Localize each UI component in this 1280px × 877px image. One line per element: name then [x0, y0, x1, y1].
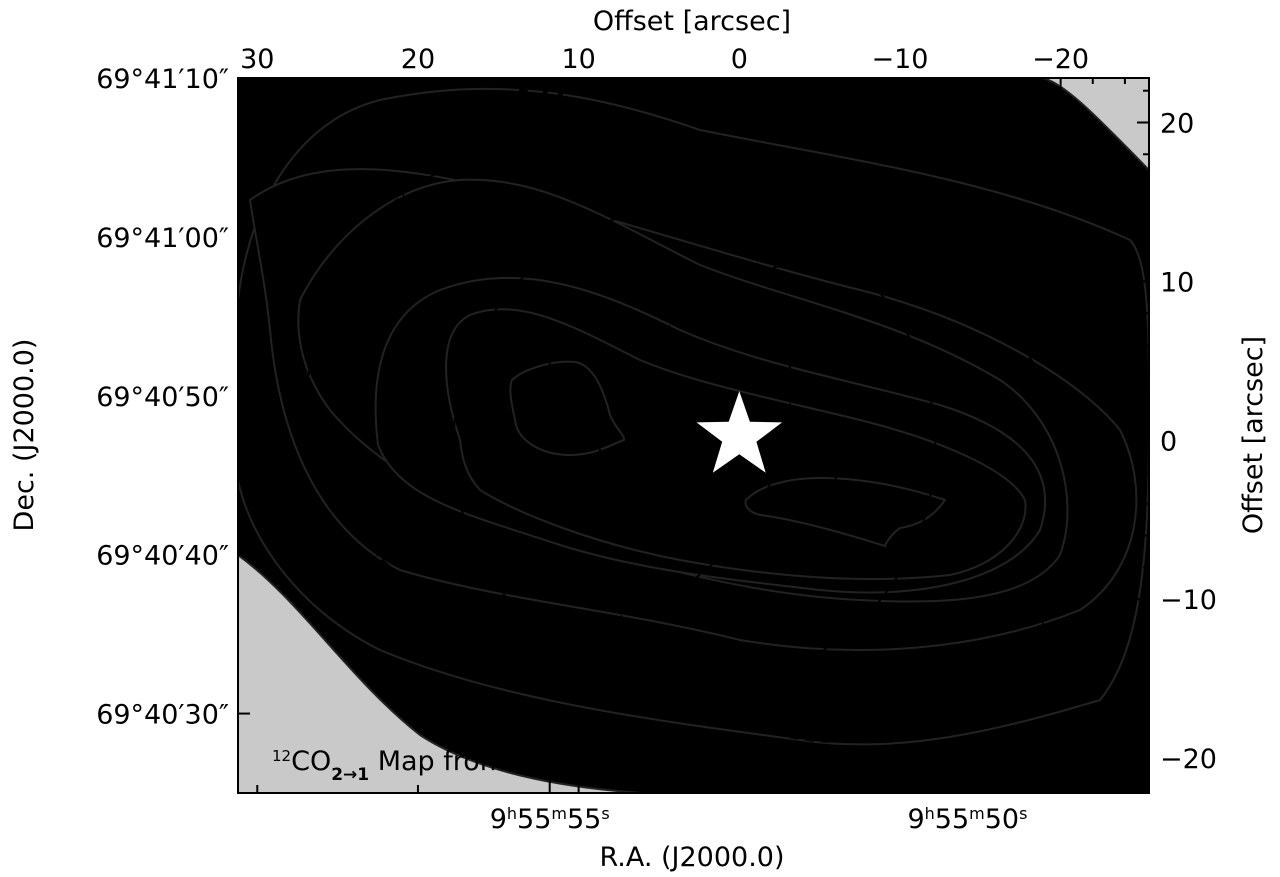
left-tick-label: 69°41′00″ — [96, 223, 229, 254]
right-axis-title: Offset [arcsec] — [1238, 336, 1269, 534]
region-circle-ne — [307, 144, 792, 629]
bottom-tick-label: 9h55m55s — [490, 804, 610, 836]
bottom-tick-label: 9h55m50s — [907, 804, 1027, 836]
right-tick-label: 20 — [1160, 108, 1194, 139]
top-tick-label: −20 — [1032, 44, 1089, 75]
top-tick-label: 20 — [401, 44, 435, 75]
top-tick-label: 0 — [731, 44, 748, 75]
right-tick-label: 10 — [1160, 267, 1194, 298]
right-tick-label: 0 — [1160, 426, 1177, 457]
region-circle-cen — [452, 204, 937, 689]
top-tick-label: −10 — [871, 44, 928, 75]
left-tick-labels: 69°41′10″ 69°41′00″ 69°40′50″ 69°40′40″ 69°4… — [96, 64, 229, 731]
left-axis-title: Dec. (J2000.0) — [9, 339, 40, 532]
right-tick-label: −10 — [1160, 585, 1217, 616]
map-annotation: 12CO2→1 Map from Thuma, et al. (2000) — [272, 746, 792, 785]
top-tick-labels: 30 20 10 0 −10 −20 — [240, 44, 1089, 75]
top-tick-label: 10 — [561, 44, 595, 75]
region-circles — [307, 144, 1078, 743]
region-circle-sw — [593, 258, 1078, 743]
region-labels: NE CEN SW — [514, 78, 888, 243]
right-tick-label: −20 — [1160, 744, 1217, 775]
left-tick-label: 69°41′10″ — [96, 64, 229, 95]
tick-marks — [238, 77, 1149, 793]
region-label-sw: SW — [803, 183, 887, 243]
region-label-cen: CEN — [647, 145, 755, 205]
region-label-ne: NE — [514, 78, 586, 138]
top-axis-title: Offset [arcsec] — [593, 6, 791, 37]
star-icon — [696, 391, 783, 473]
top-tick-label: 30 — [240, 44, 274, 75]
left-tick-label: 69°40′40″ — [96, 541, 229, 572]
bottom-tick-labels: 9h55m55s 9h55m50s — [490, 804, 1028, 836]
bottom-axis-title: R.A. (J2000.0) — [599, 842, 784, 873]
left-tick-label: 69°40′50″ — [96, 382, 229, 413]
left-tick-label: 69°40′30″ — [96, 700, 229, 731]
plot-frame — [237, 77, 1150, 794]
star-marker — [696, 391, 783, 473]
peak-markers — [519, 358, 866, 529]
right-tick-labels: 20 10 0 −10 −20 — [1160, 108, 1217, 775]
